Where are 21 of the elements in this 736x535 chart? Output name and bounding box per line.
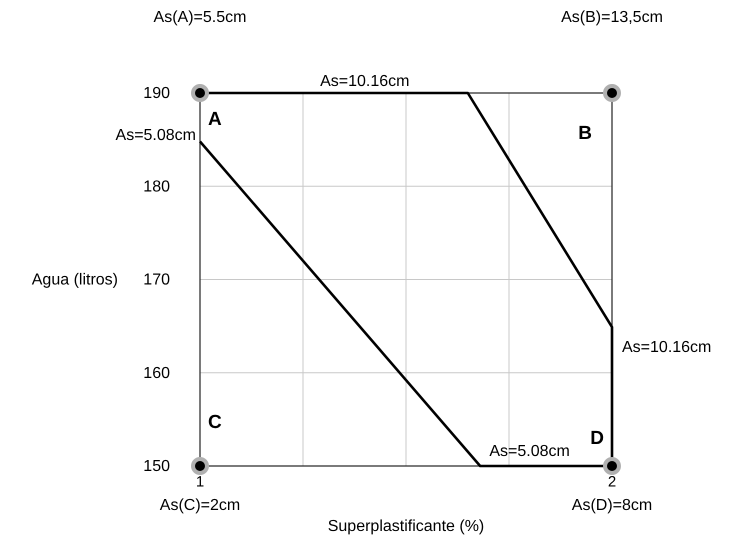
text: As(D)=8cm: [572, 497, 652, 514]
annotation: As=5.08cm: [489, 443, 570, 460]
y-tick-label: 180: [143, 178, 170, 196]
x-tick-label: 1: [196, 474, 204, 491]
annotation: As=10.16cm: [622, 339, 712, 356]
annotation: B: [578, 123, 592, 144]
text: As(B)=13,5cm: [561, 9, 663, 26]
text: As(C)=2cm: [160, 497, 240, 514]
y-tick-label: 190: [143, 85, 170, 102]
x-tick-label: 2: [608, 474, 616, 491]
annotation: C: [208, 412, 222, 433]
annotation: As=10.16cm: [320, 73, 410, 90]
y-tick-label: 170: [143, 272, 170, 289]
annotation: D: [590, 428, 604, 449]
text: As(A)=5.5cm: [154, 9, 246, 26]
y-tick-label: 150: [143, 458, 170, 476]
annotation: As=5.08cm: [116, 126, 196, 144]
annotation: A: [208, 109, 222, 130]
y-tick-label: 160: [143, 364, 170, 382]
x-axis-title: Superplastificante (%): [328, 518, 484, 535]
y-axis-title: Agua (litros): [32, 272, 118, 288]
